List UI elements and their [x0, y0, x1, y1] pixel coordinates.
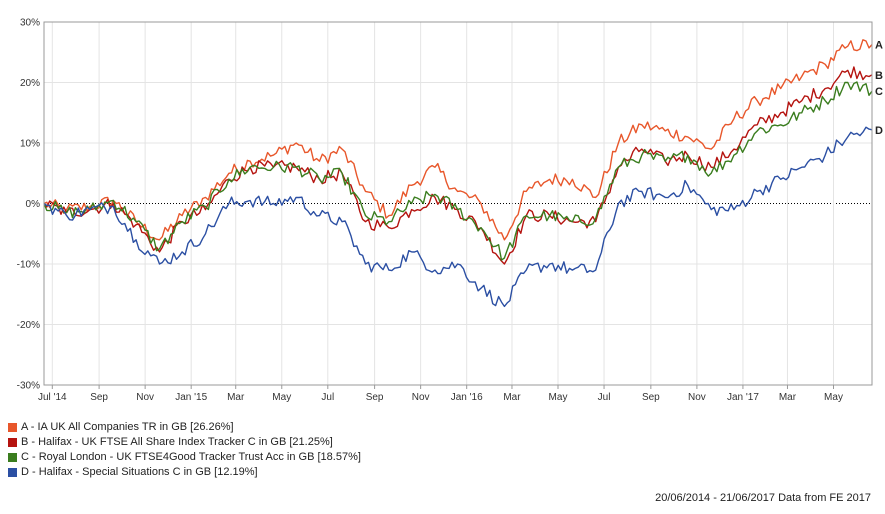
end-label-c: C [875, 86, 883, 98]
y-tick-label: -10% [17, 260, 40, 271]
y-tick-label: 10% [20, 139, 40, 150]
legend-label-b: B - Halifax - UK FTSE All Share Index Tr… [21, 436, 333, 448]
x-tick-label: Jul '14 [38, 392, 67, 403]
x-tick-label: Sep [366, 392, 384, 403]
x-tick-label: Mar [503, 392, 521, 403]
x-tick-label: Jul [598, 392, 611, 403]
legend-item-d: D - Halifax - Special Situations C in GB… [8, 465, 361, 480]
y-axis: 30% 20% 10% 0% -10% -20% -30% [17, 18, 40, 392]
series-line-a [43, 39, 873, 241]
series-line-d [43, 126, 873, 308]
x-axis: Jul '14 Sep Nov Jan '15 Mar May Jul Sep Nov Jan '… [38, 385, 843, 403]
end-label-b: B [875, 70, 883, 82]
x-tick-label: Sep [642, 392, 660, 403]
legend-swatch-d [8, 468, 17, 477]
y-tick-label: -20% [17, 320, 40, 331]
legend-swatch-a [8, 423, 17, 432]
x-tick-label: Nov [412, 392, 430, 403]
plot-frame [43, 21, 873, 386]
end-labels: A BC D [875, 40, 883, 137]
x-tick-label: Jan '17 [727, 392, 759, 403]
series-line-c [43, 81, 873, 261]
x-tick-label: Jan '16 [451, 392, 483, 403]
legend-swatch-b [8, 438, 17, 447]
legend-label-d: D - Halifax - Special Situations C in GB… [21, 466, 258, 478]
x-tick-label: Nov [136, 392, 154, 403]
y-tick-label: -30% [17, 381, 40, 392]
x-tick-label: Jul [321, 392, 334, 403]
x-tick-label: Nov [688, 392, 706, 403]
legend-label-c: C - Royal London - UK FTSE4Good Tracker … [21, 451, 361, 463]
x-tick-label: Mar [779, 392, 797, 403]
x-tick-label: Sep [90, 392, 108, 403]
series-line-b [43, 66, 873, 265]
legend: A - IA UK All Companies TR in GB [26.26%… [8, 420, 361, 480]
y-tick-label: 30% [20, 18, 40, 29]
legend-item-c: C - Royal London - UK FTSE4Good Tracker … [8, 450, 361, 465]
legend-item-b: B - Halifax - UK FTSE All Share Index Tr… [8, 435, 361, 450]
end-label-a: A [875, 40, 883, 52]
end-label-d: D [875, 125, 883, 137]
x-tick-label: Jan '15 [175, 392, 207, 403]
x-tick-label: May [549, 392, 568, 403]
x-tick-label: May [272, 392, 291, 403]
legend-item-a: A - IA UK All Companies TR in GB [26.26%… [8, 420, 361, 435]
legend-swatch-c [8, 453, 17, 462]
footer-date-range: 20/06/2014 - 21/06/2017 Data from FE 201… [655, 492, 871, 504]
chart: 30% 20% 10% 0% -10% -20% -30% Jul '14 Sep Nov Jan… [17, 18, 883, 404]
y-tick-label: 20% [20, 78, 40, 89]
x-tick-label: Mar [227, 392, 245, 403]
x-tick-label: May [824, 392, 843, 403]
legend-label-a: A - IA UK All Companies TR in GB [26.26%… [21, 421, 234, 433]
y-tick-label: 0% [26, 199, 41, 210]
series-lines [43, 39, 873, 308]
